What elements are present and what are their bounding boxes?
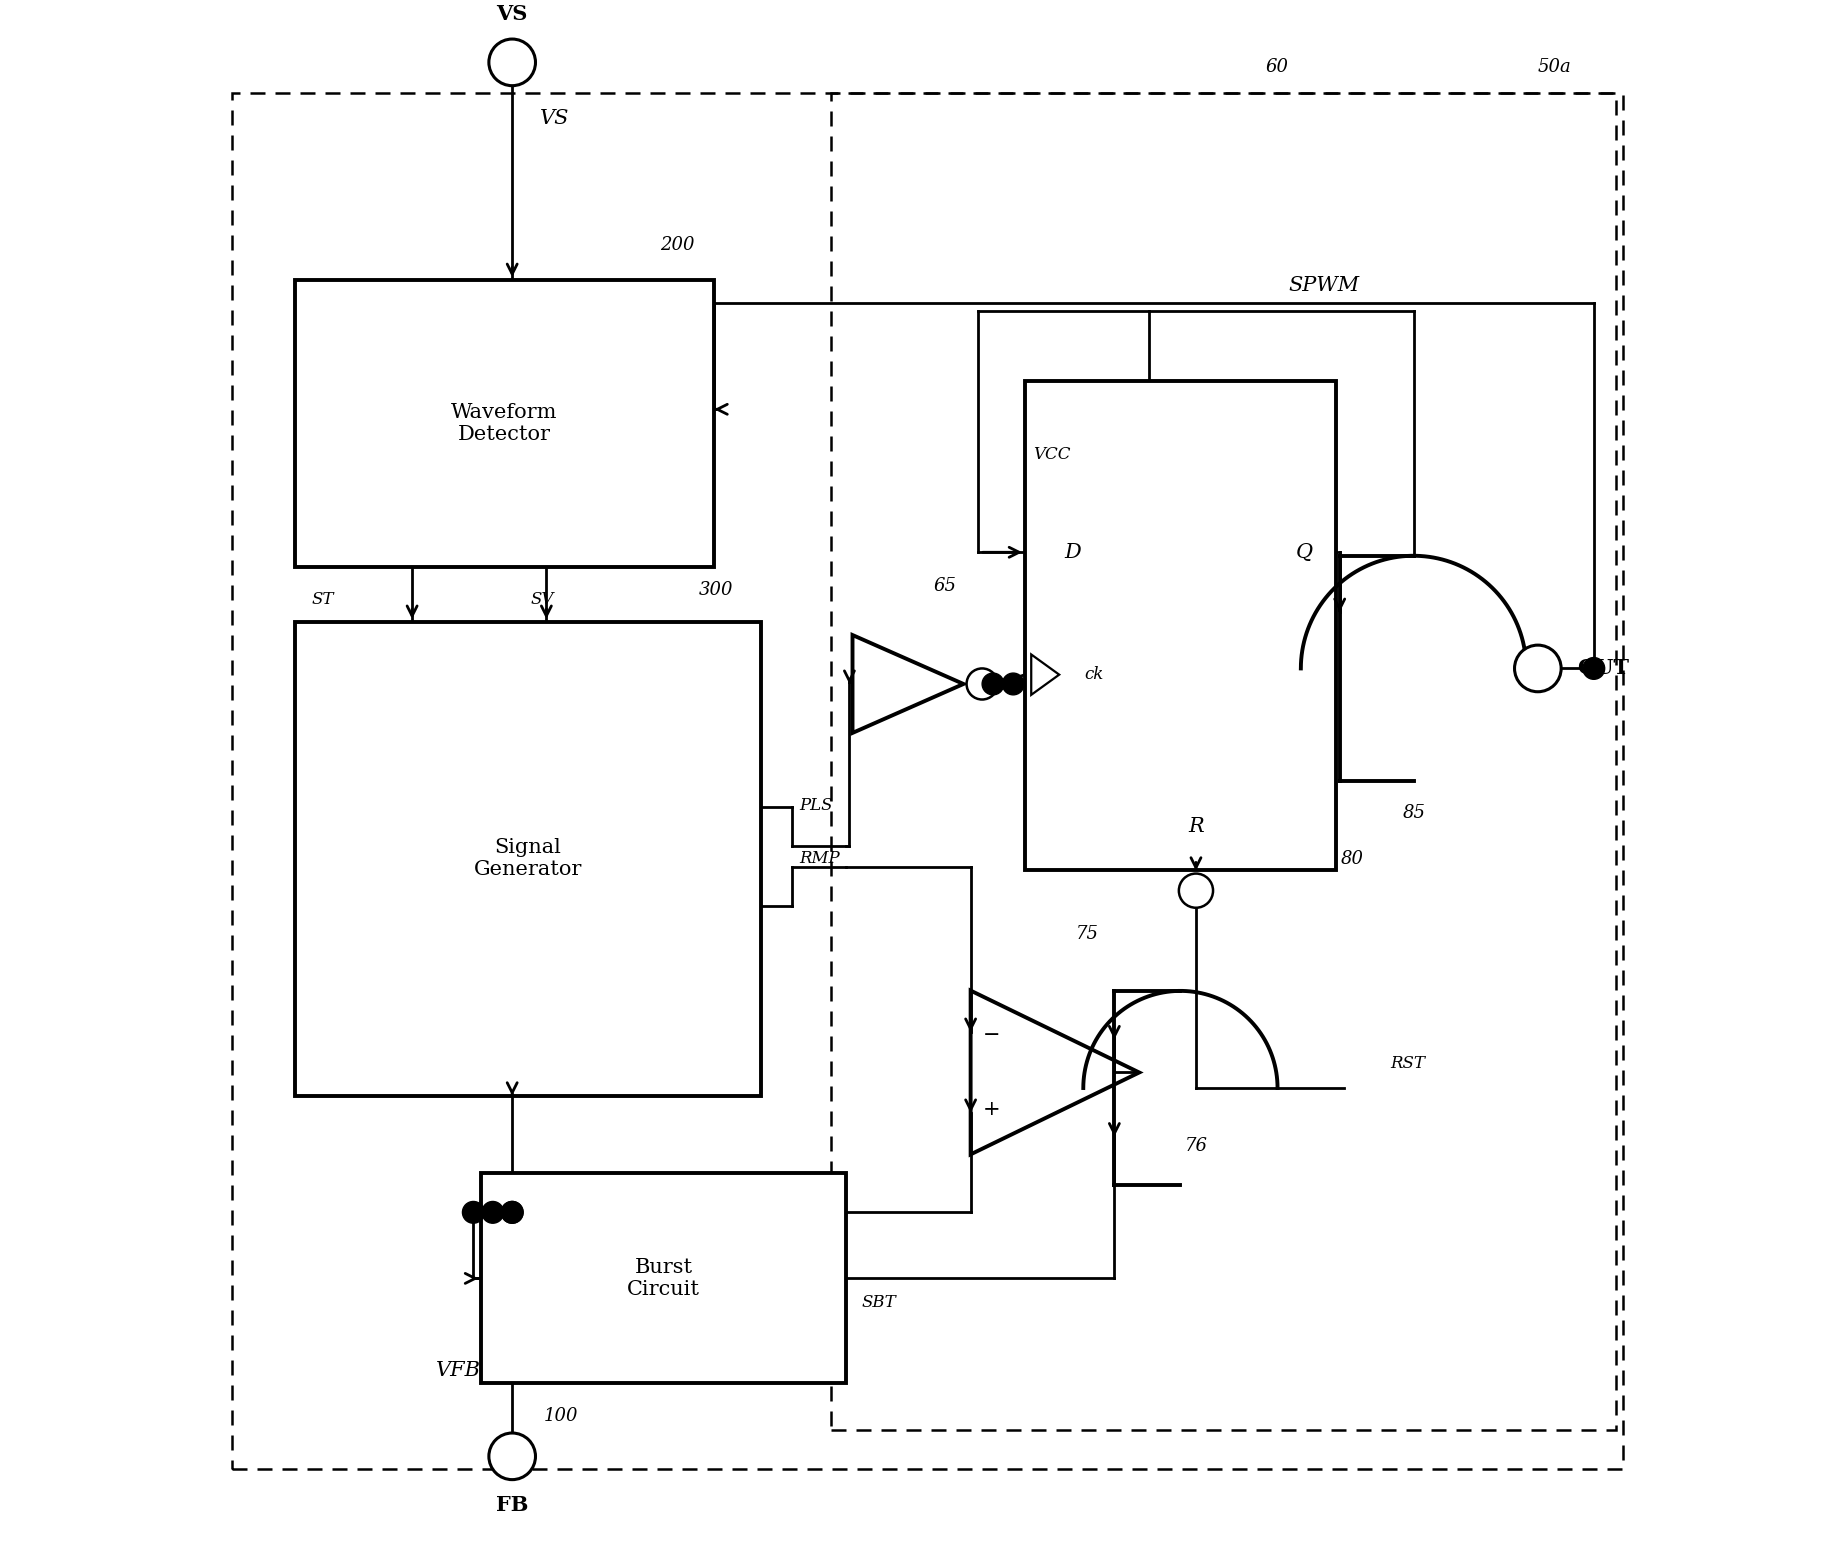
Circle shape [1515,645,1562,692]
Text: D: D [1064,542,1081,562]
Bar [294,280,713,567]
Text: VS: VS [540,109,569,128]
Text: Burst
Circuit: Burst Circuit [626,1257,700,1300]
Text: 85: 85 [1403,803,1425,822]
Text: SBT: SBT [861,1293,896,1311]
Text: SV: SV [530,590,554,608]
Circle shape [501,1201,523,1223]
Text: VCC: VCC [1033,445,1070,462]
Circle shape [490,39,536,86]
Text: OUT: OUT [1576,659,1628,678]
Text: 60: 60 [1266,58,1288,75]
Text: SPWM: SPWM [1288,276,1358,295]
Text: VFB: VFB [436,1362,480,1381]
Text: 200: 200 [660,236,695,253]
Text: −: − [983,1026,1000,1045]
Text: FB: FB [495,1495,529,1515]
Text: RST: RST [1390,1056,1425,1073]
Text: 76: 76 [1185,1137,1209,1154]
Text: Waveform
Detector: Waveform Detector [451,403,558,444]
Text: 80: 80 [1340,850,1364,868]
Text: Signal
Generator: Signal Generator [473,839,582,879]
Circle shape [1179,873,1212,908]
Circle shape [1584,658,1604,679]
Circle shape [462,1201,484,1223]
Circle shape [1002,673,1024,695]
Text: 50a: 50a [1538,58,1571,75]
Circle shape [981,673,1003,695]
Circle shape [490,1432,536,1479]
Circle shape [501,1201,523,1223]
Circle shape [482,1201,505,1223]
Bar [294,622,761,1097]
Text: 75: 75 [1076,926,1100,943]
Text: 65: 65 [933,578,955,595]
Text: ST: ST [312,590,334,608]
Bar [832,94,1615,1429]
Text: +: + [983,1100,1000,1118]
Text: 100: 100 [543,1407,578,1425]
Bar [1026,381,1336,870]
Text: RMP: RMP [800,850,841,867]
Text: PLS: PLS [800,798,833,814]
Text: 300: 300 [699,581,734,598]
Bar [480,1173,846,1384]
Text: Q: Q [1295,542,1312,562]
Text: VS: VS [497,3,529,23]
Text: ck: ck [1085,665,1103,683]
Circle shape [967,669,998,700]
Bar [233,94,1623,1468]
Text: R: R [1188,817,1203,836]
